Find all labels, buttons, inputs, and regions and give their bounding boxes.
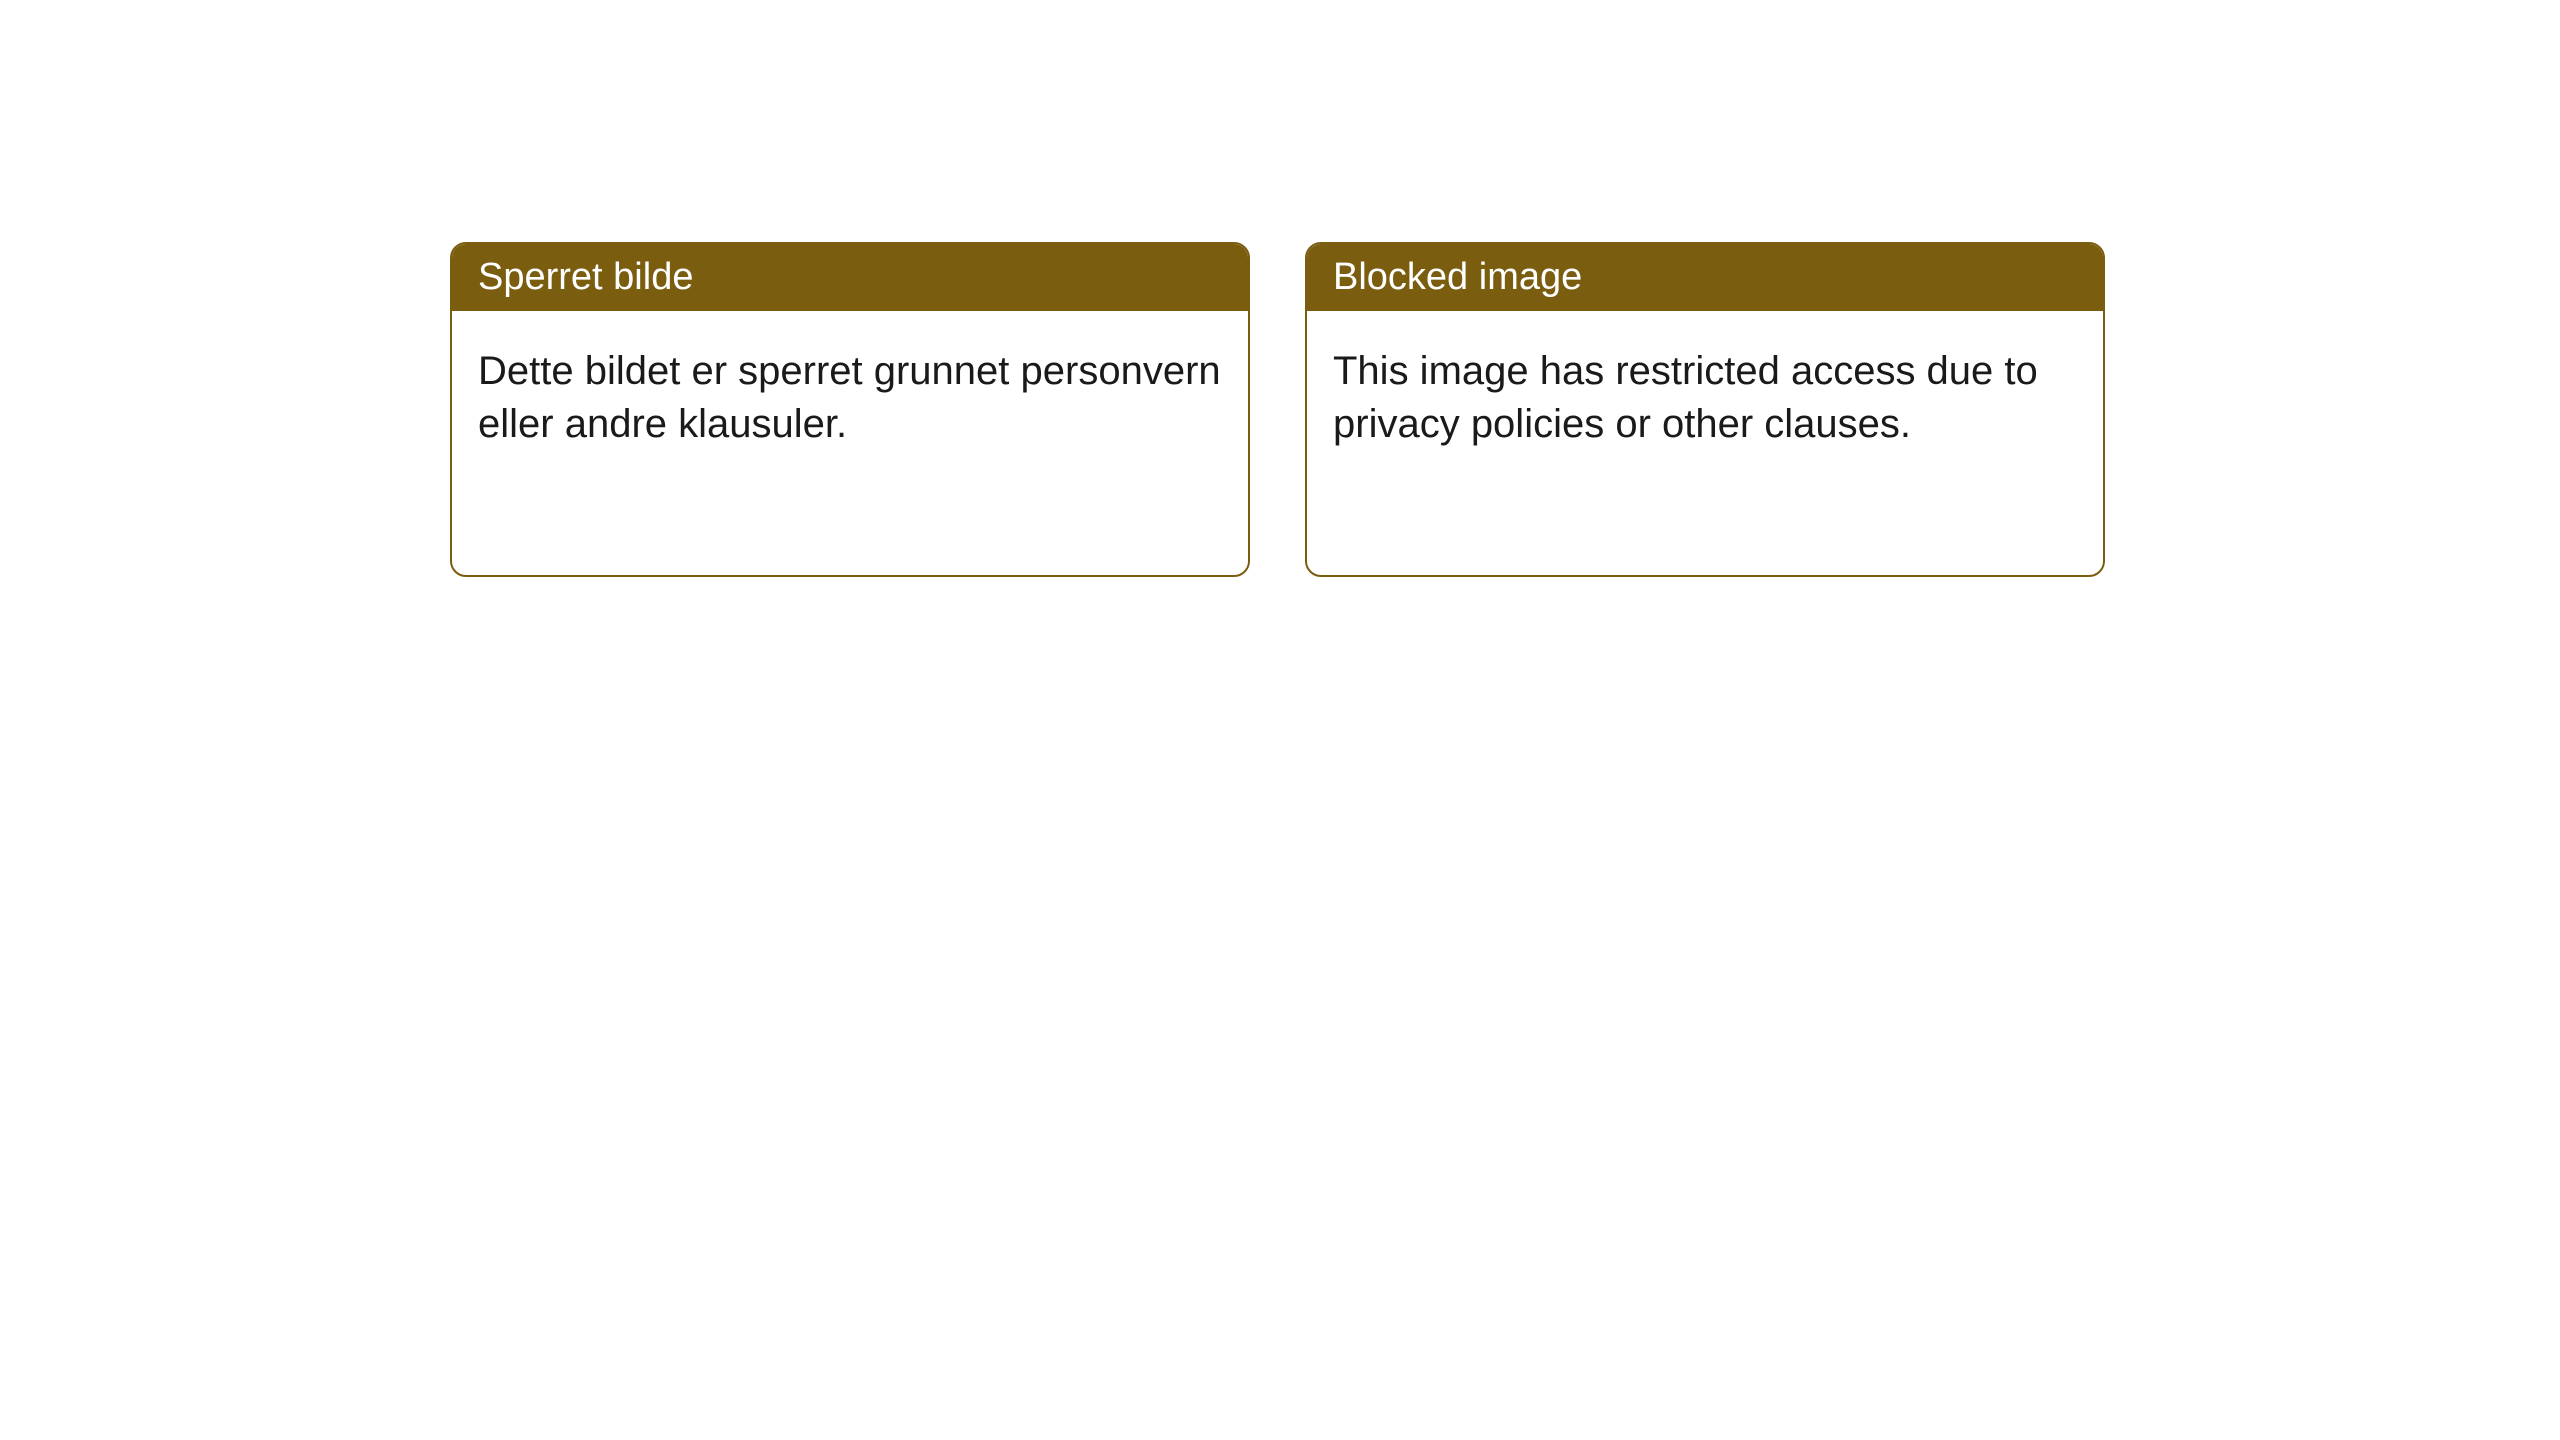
card-body-text-no: Dette bildet er sperret grunnet personve… [478, 349, 1221, 446]
card-header-en: Blocked image [1307, 244, 2103, 311]
card-title-no: Sperret bilde [478, 256, 693, 298]
card-header-no: Sperret bilde [452, 244, 1248, 311]
blocked-image-card-no: Sperret bilde Dette bildet er sperret gr… [450, 242, 1250, 577]
card-title-en: Blocked image [1333, 256, 1582, 298]
card-body-text-en: This image has restricted access due to … [1333, 349, 2038, 446]
blocked-image-cards: Sperret bilde Dette bildet er sperret gr… [450, 242, 2105, 577]
card-body-no: Dette bildet er sperret grunnet personve… [452, 311, 1248, 485]
blocked-image-card-en: Blocked image This image has restricted … [1305, 242, 2105, 577]
card-body-en: This image has restricted access due to … [1307, 311, 2103, 485]
